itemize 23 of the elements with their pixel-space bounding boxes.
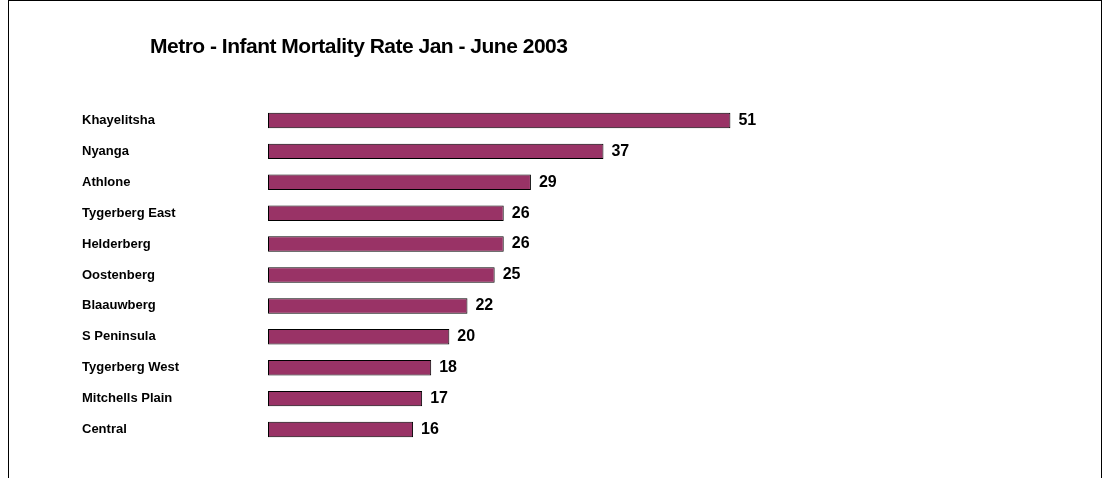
y-tick-label: Mitchells Plain bbox=[82, 390, 173, 406]
y-tick-label: Oostenberg bbox=[82, 266, 156, 282]
data-label: 17 bbox=[430, 389, 449, 407]
chart-title: Metro - Infant Mortality Rate Jan - June 2003 bbox=[150, 34, 568, 58]
y-tick-label: Central bbox=[82, 421, 127, 437]
data-label: 29 bbox=[538, 172, 557, 190]
data-label: 26 bbox=[511, 203, 530, 221]
data-label: 20 bbox=[457, 327, 476, 345]
y-tick-label: Tygerberg West bbox=[82, 359, 180, 375]
y-tick-label: S Peninsula bbox=[82, 328, 157, 344]
y-tick-label: Athlone bbox=[82, 173, 131, 189]
data-label: 51 bbox=[738, 110, 757, 128]
y-tick-label: Tygerberg East bbox=[82, 204, 177, 220]
y-tick-label: Blaauwberg bbox=[82, 297, 156, 313]
y-tick-label: Nyanga bbox=[82, 142, 130, 158]
data-label: 26 bbox=[511, 234, 530, 252]
data-label: 16 bbox=[421, 419, 439, 437]
y-tick-label: Helderberg bbox=[82, 235, 151, 251]
data-label: 25 bbox=[502, 265, 521, 283]
y-tick-label: Khayelitsha bbox=[82, 112, 156, 128]
data-label: 22 bbox=[475, 296, 494, 314]
data-label: 37 bbox=[611, 141, 630, 159]
data-label: 18 bbox=[439, 358, 458, 376]
